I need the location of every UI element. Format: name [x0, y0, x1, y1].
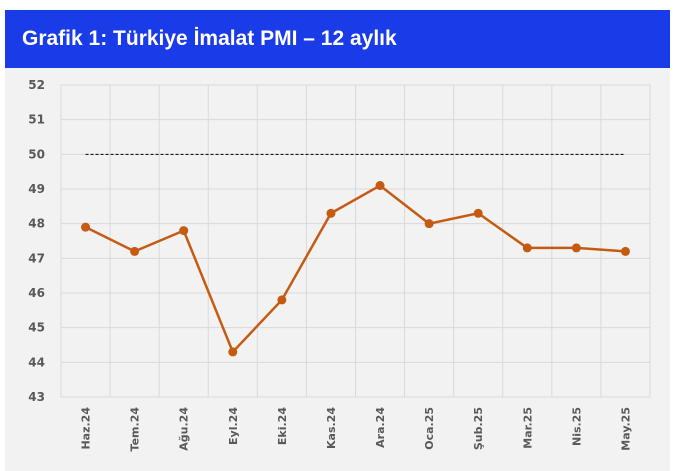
x-tick-label: May.25 — [619, 407, 632, 451]
data-point — [228, 347, 238, 357]
y-tick-label: 51 — [28, 113, 45, 127]
data-point — [179, 226, 189, 236]
data-point — [620, 246, 630, 256]
data-point — [375, 181, 385, 191]
x-tick-label: Tem.24 — [129, 407, 142, 452]
data-point — [326, 208, 336, 218]
data-point — [473, 208, 483, 218]
y-tick-label: 43 — [28, 390, 45, 404]
y-tick-label: 44 — [28, 355, 45, 369]
data-point — [81, 222, 91, 232]
data-point — [130, 246, 140, 256]
x-axis-ticks: Haz.24 Tem.24 Ağu.24 Eyl.24 Eki.24 Kas.24 Ara.… — [80, 407, 633, 452]
series-line — [84, 184, 626, 354]
x-tick-label: Şub.25 — [472, 407, 485, 450]
x-tick-label: Nis.25 — [570, 407, 583, 446]
data-point — [277, 295, 287, 305]
series-group — [81, 181, 630, 357]
grid-lines — [61, 84, 650, 398]
x-tick-label: Ara.24 — [374, 407, 387, 448]
x-tick-label: Haz.24 — [80, 407, 93, 450]
x-tick-label: Oca.25 — [423, 407, 436, 450]
y-tick-label: 46 — [28, 286, 45, 300]
y-tick-label: 45 — [28, 321, 45, 335]
y-tick-label: 49 — [28, 182, 45, 196]
y-axis-ticks: 43 44 45 46 47 48 49 50 51 52 — [28, 78, 45, 404]
x-tick-label: Ağu.24 — [178, 407, 191, 451]
x-tick-label: Kas.24 — [325, 407, 338, 449]
x-tick-label: Mar.25 — [521, 407, 534, 449]
x-tick-label: Eki.24 — [276, 407, 289, 445]
y-tick-label: 50 — [28, 147, 45, 161]
x-tick-label: Eyl.24 — [227, 407, 240, 445]
data-point — [424, 219, 434, 229]
y-tick-label: 47 — [28, 251, 45, 265]
data-point — [571, 243, 581, 253]
chart-title: Grafik 1: Türkiye İmalat PMI – 12 aylık — [5, 10, 670, 68]
y-tick-label: 52 — [28, 78, 45, 92]
y-tick-label: 48 — [28, 217, 45, 231]
data-point — [522, 243, 532, 253]
